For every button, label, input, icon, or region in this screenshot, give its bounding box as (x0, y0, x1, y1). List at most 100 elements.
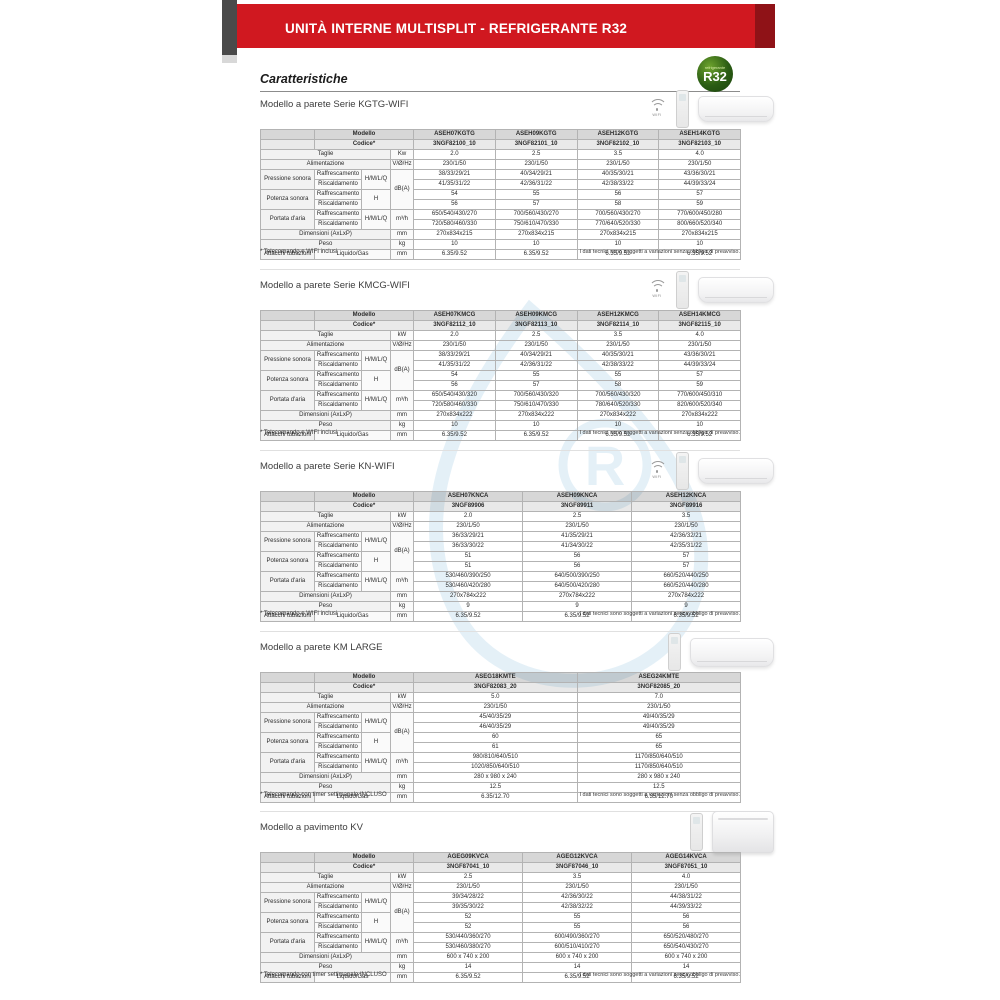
portata-raff-value: 530/440/360/270 (413, 932, 524, 943)
row-label-peso: Peso (260, 601, 391, 612)
portata-risc-value: 640/500/420/280 (522, 581, 633, 592)
code-cell: 3NGF82112_10 (413, 320, 496, 331)
pressione-risc-value: 42/38/32/22 (522, 902, 633, 913)
portata-raff-value: 700/560/430/320 (494, 390, 578, 401)
unit-vhz: V/Ø/Hz (389, 159, 415, 170)
peso-value: 10 (576, 420, 660, 431)
footnote-disclaimer: I dati tecnici sono soggetti a variazion… (579, 972, 740, 978)
wall-unit-icon (698, 277, 774, 303)
unit-kw: kW (389, 692, 415, 703)
taglie-value: 3.5 (576, 149, 660, 160)
model-name-cell: AGEG09KVCA (413, 852, 524, 863)
peso-value: 10 (413, 239, 496, 250)
attacchi-value: 6.35/9.52 (658, 430, 742, 441)
pressione-raff-value: 40/35/30/21 (576, 350, 660, 361)
pressione-risc-value: 42/36/31/22 (494, 179, 578, 190)
remote-icon (676, 90, 689, 128)
row-label-potenza: Potenza sonora (260, 189, 315, 210)
mode-h: H (361, 551, 391, 572)
sub-label-riscaldamento: Riscaldamento (314, 541, 362, 552)
remote-icon (676, 452, 689, 490)
unit-dba: dB(A) (389, 531, 415, 572)
pressione-raff-value: 40/35/30/21 (576, 169, 660, 180)
alimentazione-value: 230/1/50 (522, 882, 633, 893)
taglie-value: 4.0 (658, 149, 742, 160)
taglie-value: 3.5 (576, 330, 660, 341)
product-section-title: Modello a parete Serie KGTG-WIFI (260, 99, 409, 110)
mode-h: H (361, 189, 391, 210)
potenza-risc-value: 57 (631, 561, 742, 572)
sub-label-riscaldamento: Riscaldamento (314, 199, 362, 210)
spec-table: Modello ASEG18KMTE ASEG24KMTE Codice* 3NGF82… (260, 672, 742, 803)
row-label-dimensioni: Dimensioni (AxLxP) (260, 229, 391, 240)
product-section: Modello a parete KM LARGE Modello ASEG18KM… (260, 633, 774, 813)
row-label-pressione: Pressione sonora (260, 892, 315, 913)
potenza-raff-value: 57 (658, 189, 742, 200)
pressione-raff-value: 43/36/30/21 (658, 169, 742, 180)
mode-hmlq: H/M/L/Q (361, 571, 391, 592)
mode-h: H (361, 912, 391, 933)
portata-raff-value: 770/600/450/280 (658, 209, 742, 220)
model-name-cell: ASEH12KNCA (631, 491, 742, 502)
wall-unit-icon (698, 96, 774, 122)
pressione-raff-value: 42/36/30/22 (522, 892, 633, 903)
pressione-raff-value: 39/34/28/22 (413, 892, 524, 903)
taglie-value: 2.0 (413, 149, 496, 160)
remote-icon (668, 633, 681, 671)
pressione-risc-value: 44/39/33/24 (658, 179, 742, 190)
pressione-risc-value: 41/34/30/22 (522, 541, 633, 552)
potenza-raff-value: 55 (494, 189, 578, 200)
potenza-raff-value: 55 (576, 370, 660, 381)
remote-icon (690, 813, 703, 851)
taglie-value: 4.0 (631, 872, 742, 883)
unit-kg: kg (389, 601, 415, 612)
pressione-raff-value: 41/35/29/21 (522, 531, 633, 542)
row-label-taglie: Taglie (260, 511, 391, 522)
footnote-disclaimer: I dati tecnici sono soggetti a variazion… (579, 249, 740, 255)
sub-label-raffrescamento: Raffrescamento (314, 390, 362, 401)
row-label-dimensioni: Dimensioni (AxLxP) (260, 410, 391, 421)
potenza-raff-value: 51 (413, 551, 524, 562)
row-label-peso: Peso (260, 962, 391, 973)
footnote-included: * Telecomando e WIFI inclusi (260, 430, 338, 436)
peso-value: 10 (494, 239, 578, 250)
row-label-pressione: Pressione sonora (260, 169, 315, 190)
unit-kw: Kw (389, 149, 415, 160)
peso-value: 12.5 (576, 782, 742, 793)
mode-hmlq: H/M/L/Q (361, 169, 391, 190)
dimensioni-value: 270x834x215 (658, 229, 742, 240)
model-name-cell: ASEH09KGTG (494, 129, 578, 140)
potenza-risc-value: 57 (494, 380, 578, 391)
portata-risc-value: 660/520/440/280 (631, 581, 742, 592)
sub-label-riscaldamento: Riscaldamento (314, 400, 362, 411)
peso-value: 14 (413, 962, 524, 973)
model-name-cell: ASEH07KNCA (413, 491, 524, 502)
unit-mm: mm (389, 772, 415, 783)
dimensioni-value: 270x834x215 (576, 229, 660, 240)
portata-risc-value: 1170/850/640/510 (576, 762, 742, 773)
header-banner: UNITÀ INTERNE MULTISPLIT - REFRIGERANTE … (237, 4, 775, 48)
mode-hmlq: H/M/L/Q (361, 932, 391, 953)
unit-kg: kg (389, 962, 415, 973)
dimensioni-value: 270x834x222 (494, 410, 578, 421)
footnote-disclaimer: I dati tecnici sono soggetti a variazion… (579, 792, 740, 798)
row-label-potenza: Potenza sonora (260, 912, 315, 933)
pressione-risc-value: 42/35/31/22 (631, 541, 742, 552)
row-label-dimensioni: Dimensioni (AxLxP) (260, 591, 391, 602)
alimentazione-value: 230/1/50 (413, 521, 524, 532)
code-cell: 3NGF82083_20 (413, 682, 578, 693)
potenza-raff-value: 52 (413, 912, 524, 923)
sub-label-riscaldamento: Riscaldamento (314, 219, 362, 230)
sub-label-riscaldamento: Riscaldamento (314, 722, 362, 733)
portata-raff-value: 1170/850/640/510 (576, 752, 742, 763)
spec-table: Modello ASEH07KNCA ASEH09KNCA ASEH12KNCA Cod… (260, 491, 742, 622)
row-label-peso: Peso (260, 420, 391, 431)
sub-label-raffrescamento: Raffrescamento (314, 912, 362, 923)
row-label-pressione: Pressione sonora (260, 531, 315, 552)
sub-label-riscaldamento: Riscaldamento (314, 561, 362, 572)
pressione-risc-value: 44/39/33/22 (631, 902, 742, 913)
code-cell: 3NGF87046_10 (522, 862, 633, 873)
code-cell: 3NGF87051_10 (631, 862, 742, 873)
row-label-portata: Portata d'aria (260, 752, 315, 773)
footnote-disclaimer: I dati tecnici sono soggetti a variazion… (579, 611, 740, 617)
